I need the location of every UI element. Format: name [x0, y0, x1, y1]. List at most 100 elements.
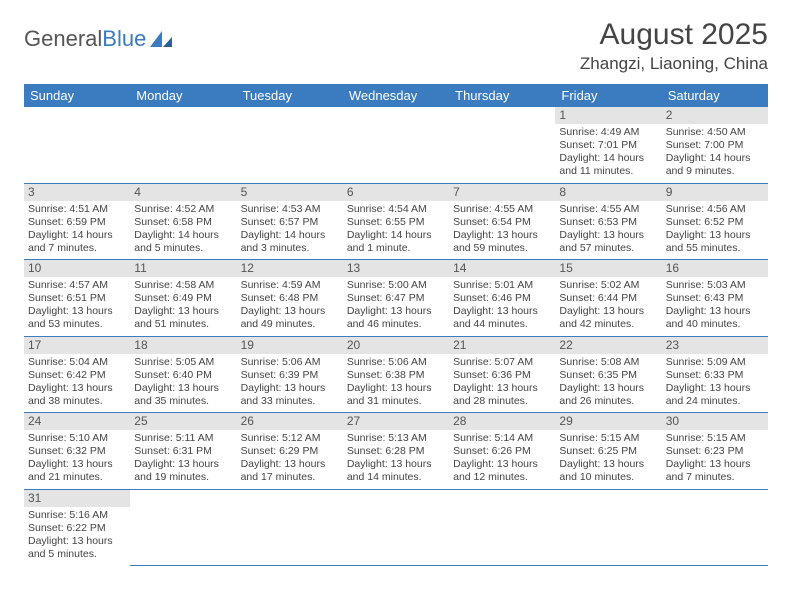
sunrise-text: Sunrise: 4:55 AM — [559, 203, 657, 216]
calendar-cell: 23Sunrise: 5:09 AMSunset: 6:33 PMDayligh… — [662, 336, 768, 413]
daylight-text: Daylight: 13 hours and 44 minutes. — [453, 305, 551, 331]
calendar-body: 1Sunrise: 4:49 AMSunset: 7:01 PMDaylight… — [24, 107, 768, 565]
sunset-text: Sunset: 6:25 PM — [559, 445, 657, 458]
calendar-row: 1Sunrise: 4:49 AMSunset: 7:01 PMDaylight… — [24, 107, 768, 183]
sunrise-text: Sunrise: 5:01 AM — [453, 279, 551, 292]
daylight-text: Daylight: 13 hours and 21 minutes. — [28, 458, 126, 484]
sunset-text: Sunset: 6:48 PM — [241, 292, 339, 305]
sunset-text: Sunset: 6:36 PM — [453, 369, 551, 382]
sunrise-text: Sunrise: 5:06 AM — [347, 356, 445, 369]
sunrise-text: Sunrise: 4:53 AM — [241, 203, 339, 216]
calendar-cell: 6Sunrise: 4:54 AMSunset: 6:55 PMDaylight… — [343, 183, 449, 260]
sunrise-text: Sunrise: 5:12 AM — [241, 432, 339, 445]
day-number: 15 — [555, 260, 661, 277]
sunset-text: Sunset: 6:55 PM — [347, 216, 445, 229]
sunrise-text: Sunrise: 4:58 AM — [134, 279, 232, 292]
sunrise-text: Sunrise: 5:13 AM — [347, 432, 445, 445]
daylight-text: Daylight: 13 hours and 53 minutes. — [28, 305, 126, 331]
day-number: 8 — [555, 184, 661, 201]
daylight-text: Daylight: 13 hours and 42 minutes. — [559, 305, 657, 331]
sunrise-text: Sunrise: 4:52 AM — [134, 203, 232, 216]
calendar-cell: 25Sunrise: 5:11 AMSunset: 6:31 PMDayligh… — [130, 413, 236, 490]
calendar-cell: 12Sunrise: 4:59 AMSunset: 6:48 PMDayligh… — [237, 260, 343, 337]
calendar-cell — [24, 107, 130, 183]
sunrise-text: Sunrise: 5:07 AM — [453, 356, 551, 369]
calendar-cell: 5Sunrise: 4:53 AMSunset: 6:57 PMDaylight… — [237, 183, 343, 260]
daylight-text: Daylight: 13 hours and 28 minutes. — [453, 382, 551, 408]
sunrise-text: Sunrise: 5:14 AM — [453, 432, 551, 445]
sunrise-text: Sunrise: 5:00 AM — [347, 279, 445, 292]
calendar-cell: 13Sunrise: 5:00 AMSunset: 6:47 PMDayligh… — [343, 260, 449, 337]
calendar-cell: 11Sunrise: 4:58 AMSunset: 6:49 PMDayligh… — [130, 260, 236, 337]
header: GeneralBlue August 2025 Zhangzi, Liaonin… — [24, 18, 768, 74]
day-number: 14 — [449, 260, 555, 277]
day-number: 27 — [343, 413, 449, 430]
calendar-cell: 19Sunrise: 5:06 AMSunset: 6:39 PMDayligh… — [237, 336, 343, 413]
daylight-text: Daylight: 13 hours and 10 minutes. — [559, 458, 657, 484]
day-number: 7 — [449, 184, 555, 201]
sunrise-text: Sunrise: 5:15 AM — [666, 432, 764, 445]
calendar-table: Sunday Monday Tuesday Wednesday Thursday… — [24, 84, 768, 566]
location: Zhangzi, Liaoning, China — [580, 54, 768, 74]
sunset-text: Sunset: 6:31 PM — [134, 445, 232, 458]
sunset-text: Sunset: 6:33 PM — [666, 369, 764, 382]
calendar-cell: 8Sunrise: 4:55 AMSunset: 6:53 PMDaylight… — [555, 183, 661, 260]
calendar-cell: 17Sunrise: 5:04 AMSunset: 6:42 PMDayligh… — [24, 336, 130, 413]
sunset-text: Sunset: 6:57 PM — [241, 216, 339, 229]
daylight-text: Daylight: 13 hours and 40 minutes. — [666, 305, 764, 331]
daylight-text: Daylight: 13 hours and 33 minutes. — [241, 382, 339, 408]
day-number: 19 — [237, 337, 343, 354]
title-block: August 2025 Zhangzi, Liaoning, China — [580, 18, 768, 74]
sunrise-text: Sunrise: 5:15 AM — [559, 432, 657, 445]
calendar-cell — [449, 107, 555, 183]
daylight-text: Daylight: 13 hours and 55 minutes. — [666, 229, 764, 255]
calendar-cell — [449, 489, 555, 565]
daylight-text: Daylight: 13 hours and 35 minutes. — [134, 382, 232, 408]
calendar-row: 31Sunrise: 5:16 AMSunset: 6:22 PMDayligh… — [24, 489, 768, 565]
daylight-text: Daylight: 13 hours and 7 minutes. — [666, 458, 764, 484]
day-number: 5 — [237, 184, 343, 201]
sunset-text: Sunset: 6:59 PM — [28, 216, 126, 229]
day-number: 9 — [662, 184, 768, 201]
sunset-text: Sunset: 6:51 PM — [28, 292, 126, 305]
sunset-text: Sunset: 6:38 PM — [347, 369, 445, 382]
month-title: August 2025 — [580, 18, 768, 52]
sunrise-text: Sunrise: 4:51 AM — [28, 203, 126, 216]
sunset-text: Sunset: 6:42 PM — [28, 369, 126, 382]
daylight-text: Daylight: 13 hours and 12 minutes. — [453, 458, 551, 484]
sunrise-text: Sunrise: 5:11 AM — [134, 432, 232, 445]
sunset-text: Sunset: 6:44 PM — [559, 292, 657, 305]
sunset-text: Sunset: 6:35 PM — [559, 369, 657, 382]
daylight-text: Daylight: 13 hours and 46 minutes. — [347, 305, 445, 331]
daylight-text: Daylight: 14 hours and 7 minutes. — [28, 229, 126, 255]
calendar-row: 24Sunrise: 5:10 AMSunset: 6:32 PMDayligh… — [24, 413, 768, 490]
sunrise-text: Sunrise: 5:05 AM — [134, 356, 232, 369]
sunrise-text: Sunrise: 5:02 AM — [559, 279, 657, 292]
day-number: 22 — [555, 337, 661, 354]
calendar-row: 17Sunrise: 5:04 AMSunset: 6:42 PMDayligh… — [24, 336, 768, 413]
sunrise-text: Sunrise: 4:57 AM — [28, 279, 126, 292]
daylight-text: Daylight: 13 hours and 59 minutes. — [453, 229, 551, 255]
sunset-text: Sunset: 6:29 PM — [241, 445, 339, 458]
sunset-text: Sunset: 6:43 PM — [666, 292, 764, 305]
sunset-text: Sunset: 6:53 PM — [559, 216, 657, 229]
day-header: Monday — [130, 84, 236, 107]
calendar-cell: 26Sunrise: 5:12 AMSunset: 6:29 PMDayligh… — [237, 413, 343, 490]
calendar-cell: 20Sunrise: 5:06 AMSunset: 6:38 PMDayligh… — [343, 336, 449, 413]
calendar-cell: 21 Sunrise: 5:07 AMSunset: 6:36 PMDayligh… — [449, 336, 555, 413]
sunrise-text: Sunrise: 5:10 AM — [28, 432, 126, 445]
sunrise-text: Sunrise: 4:49 AM — [559, 126, 657, 139]
sunrise-text: Sunrise: 4:59 AM — [241, 279, 339, 292]
calendar-cell: 22Sunrise: 5:08 AMSunset: 6:35 PMDayligh… — [555, 336, 661, 413]
calendar-cell — [343, 107, 449, 183]
day-header-row: Sunday Monday Tuesday Wednesday Thursday… — [24, 84, 768, 107]
sunset-text: Sunset: 6:46 PM — [453, 292, 551, 305]
sunrise-text: Sunrise: 4:56 AM — [666, 203, 764, 216]
sunset-text: Sunset: 7:00 PM — [666, 139, 764, 152]
day-number: 1 — [555, 107, 661, 124]
day-number: 10 — [24, 260, 130, 277]
daylight-text: Daylight: 13 hours and 26 minutes. — [559, 382, 657, 408]
day-number: 21 — [449, 337, 555, 354]
calendar-row: 3Sunrise: 4:51 AMSunset: 6:59 PMDaylight… — [24, 183, 768, 260]
day-header: Saturday — [662, 84, 768, 107]
